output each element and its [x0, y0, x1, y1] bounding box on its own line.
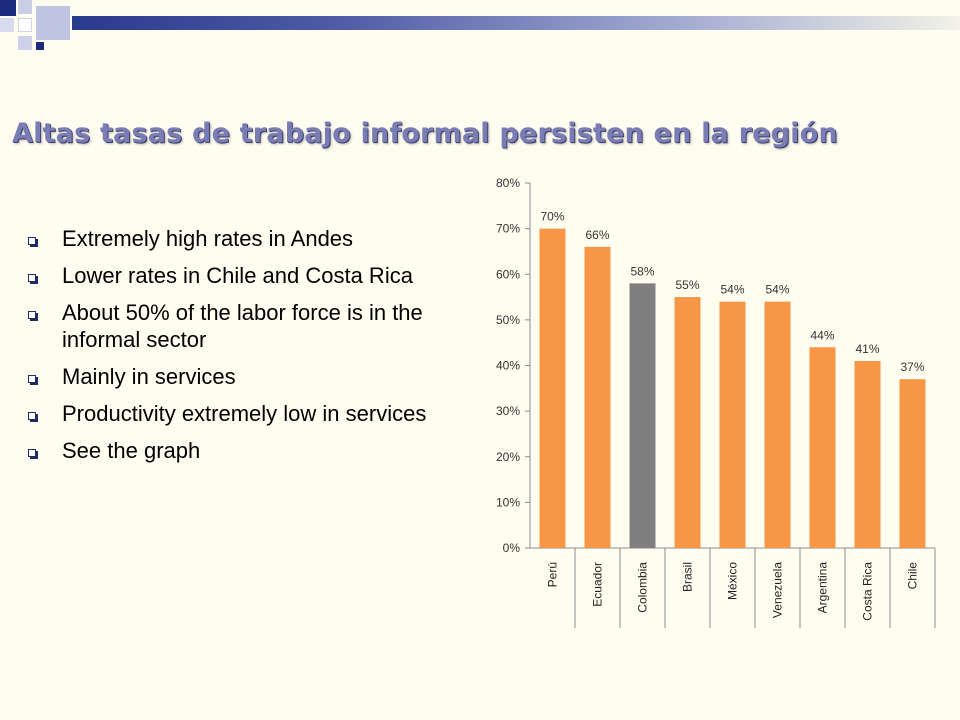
decor-square-light-4	[18, 18, 32, 32]
x-tick-label: Chile	[906, 562, 920, 590]
bar	[539, 228, 566, 548]
x-tick-label: Perú	[546, 562, 560, 587]
x-tick-label: Argentina	[816, 562, 830, 614]
x-tick-label: Brasil	[681, 562, 695, 592]
x-tick-label: Costa Rica	[861, 562, 875, 621]
bullet-square-icon	[28, 449, 38, 459]
y-tick-label: 10%	[496, 495, 520, 509]
bullet-square-icon	[28, 237, 38, 247]
data-label: 54%	[765, 283, 789, 297]
x-tick-label: Ecuador	[591, 562, 605, 607]
data-label: 54%	[720, 283, 744, 297]
bullet-item: Productivity extremely low in services	[28, 400, 438, 427]
y-tick-label: 30%	[496, 404, 520, 418]
bullet-square-icon	[28, 375, 38, 385]
bullet-item: Mainly in services	[28, 363, 438, 390]
bullet-text: Mainly in services	[62, 364, 236, 389]
bar	[764, 301, 791, 548]
data-label: 70%	[540, 210, 564, 224]
bullet-item: Extremely high rates in Andes	[28, 225, 438, 252]
bullet-text: Extremely high rates in Andes	[62, 226, 354, 251]
y-tick-label: 80%	[496, 176, 520, 190]
bullet-item: See the graph	[28, 437, 438, 464]
decor-square-navy-2	[36, 42, 44, 50]
informal-work-bar-chart: 0% 10% 20% 30% 40% 50% 60% 70% 80% 70% Perú 66% Ecua…	[496, 176, 936, 628]
bar	[899, 379, 926, 548]
bullet-item: Lower rates in Chile and Costa Rica	[28, 262, 438, 289]
x-tick-label: Colombia	[636, 562, 650, 613]
y-tick-label: 50%	[496, 313, 520, 327]
decor-square-light-3	[0, 18, 14, 32]
bullet-square-icon	[28, 311, 38, 321]
bullet-list: Extremely high rates in Andes Lower rate…	[28, 225, 438, 474]
bullet-text: See the graph	[62, 438, 201, 463]
bar	[809, 347, 836, 548]
data-label: 41%	[855, 342, 879, 356]
y-tick-label: 40%	[496, 359, 520, 373]
data-label: 44%	[810, 328, 834, 342]
x-tick-label: México	[726, 562, 740, 600]
y-tick-label: 20%	[496, 450, 520, 464]
bar	[719, 301, 746, 548]
decor-square-light-5	[18, 36, 32, 50]
bullet-text: Lower rates in Chile and Costa Rica	[62, 263, 413, 288]
x-tick-label: Venezuela	[771, 562, 785, 618]
y-tick-label: 60%	[496, 267, 520, 281]
header-gradient-bar	[72, 16, 960, 30]
bar	[584, 246, 611, 548]
y-tick-label: 0%	[503, 541, 521, 555]
slide-title: Altas tasas de trabajo informal persiste…	[12, 118, 838, 149]
bullet-square-icon	[28, 274, 38, 284]
data-label: 58%	[630, 264, 654, 278]
bar	[674, 297, 701, 548]
decor-square-light-2	[36, 6, 70, 40]
data-label: 37%	[900, 360, 924, 374]
bullet-text: Productivity extremely low in services	[62, 401, 427, 426]
y-tick-label: 70%	[496, 222, 520, 236]
bar	[854, 360, 881, 548]
data-label: 55%	[675, 278, 699, 292]
bullet-square-icon	[28, 412, 38, 422]
decor-square-navy-1	[0, 0, 16, 16]
bar	[629, 283, 656, 548]
data-label: 66%	[585, 228, 609, 242]
bullet-item: About 50% of the labor force is in the i…	[28, 299, 438, 353]
bullet-text: About 50% of the labor force is in the i…	[62, 300, 423, 352]
decor-square-light-1	[18, 0, 32, 14]
